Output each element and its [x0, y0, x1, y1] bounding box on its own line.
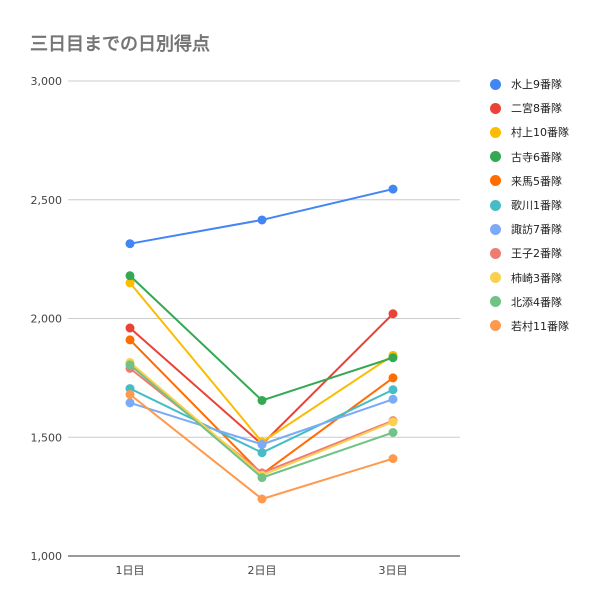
data-point [257, 395, 267, 405]
legend-label: 王子2番隊 [511, 247, 562, 261]
series-11 [125, 390, 398, 504]
data-point [257, 473, 267, 483]
legend-swatch [490, 247, 501, 259]
legend-swatch [490, 78, 501, 90]
legend-swatch [490, 320, 501, 332]
series-7 [125, 394, 398, 449]
legend-item[interactable]: 諏訪7番隊 [490, 217, 569, 241]
data-point [388, 417, 398, 427]
legend-label: 水上9番隊 [511, 78, 562, 92]
data-point [388, 394, 398, 404]
legend-label: 北添4番隊 [511, 295, 562, 309]
legend-item[interactable]: 北添4番隊 [490, 290, 569, 314]
data-point [257, 215, 267, 225]
series-1 [125, 184, 398, 249]
legend: 水上9番隊二宮8番隊村上10番隊 古寺6番隊来馬5番隊歌川1番隊諏訪7番隊王子2番… [490, 72, 569, 338]
legend-item[interactable]: 村上10番隊 [490, 120, 569, 144]
data-point [125, 335, 135, 345]
legend-label: 歌川1番隊 [511, 199, 562, 213]
x-axis-ticks: 1日目 2日目 3日目 [116, 564, 408, 577]
legend-item[interactable]: 若村11番隊 [490, 314, 569, 338]
legend-item[interactable]: 王子2番隊 [490, 241, 569, 265]
legend-swatch [490, 296, 501, 308]
legend-label: 村上10番隊 [511, 126, 569, 140]
data-point [388, 385, 398, 395]
data-point [125, 398, 135, 408]
legend-swatch [490, 126, 501, 138]
data-point [125, 390, 135, 399]
data-point [388, 428, 398, 437]
legend-label: 古寺6番隊 [511, 150, 562, 164]
legend-label: 若村11番隊 [511, 319, 569, 333]
x-tick-label: 2日目 [248, 564, 277, 577]
y-tick-label: 3,000 [31, 75, 63, 88]
legend-swatch [490, 151, 501, 163]
data-point [125, 323, 135, 333]
legend-label: 諏訪7番隊 [511, 223, 562, 237]
data-point [388, 353, 398, 363]
legend-swatch [490, 102, 501, 114]
series-4 [125, 271, 398, 405]
x-tick-label: 1日目 [116, 564, 145, 577]
legend-item[interactable]: 歌川1番隊 [490, 193, 569, 217]
legend-item[interactable]: 柿崎3番隊 [490, 266, 569, 290]
series-8 [125, 363, 398, 478]
legend-swatch [490, 175, 501, 187]
data-point [388, 309, 398, 319]
series-line [129, 367, 394, 474]
legend-item[interactable]: 二宮8番隊 [490, 96, 569, 120]
legend-swatch [490, 223, 501, 235]
data-point [257, 494, 267, 504]
y-tick-label: 1,000 [31, 550, 63, 563]
x-tick-label: 3日目 [379, 564, 408, 577]
series-3 [125, 278, 398, 447]
legend-label: 二宮8番隊 [511, 102, 562, 116]
chart-title: 三日目までの日別得点 [30, 34, 210, 55]
data-point [388, 373, 398, 383]
y-axis-ticks: 1,000 1,500 2,000 2,500 3,000 [31, 75, 63, 563]
series-10 [125, 360, 398, 483]
data-point [125, 278, 135, 288]
gridlines [68, 80, 460, 557]
legend-item[interactable]: 来馬5番隊 [490, 169, 569, 193]
legend-label: 来馬5番隊 [511, 174, 562, 188]
y-tick-label: 2,000 [31, 313, 63, 326]
data-point [257, 439, 267, 449]
legend-swatch [490, 272, 501, 284]
data-point [257, 448, 267, 458]
series-lines [125, 184, 398, 504]
y-tick-label: 2,500 [31, 194, 63, 207]
legend-label: 柿崎3番隊 [511, 271, 562, 285]
data-point [125, 271, 135, 281]
legend-item[interactable]: 水上9番隊 [490, 72, 569, 96]
data-point [125, 239, 135, 249]
data-point [125, 360, 135, 370]
data-point [388, 184, 398, 194]
data-point [388, 454, 398, 464]
legend-swatch [490, 199, 501, 211]
y-tick-label: 1,500 [31, 431, 63, 444]
legend-item[interactable]: 古寺6番隊 [490, 145, 569, 169]
